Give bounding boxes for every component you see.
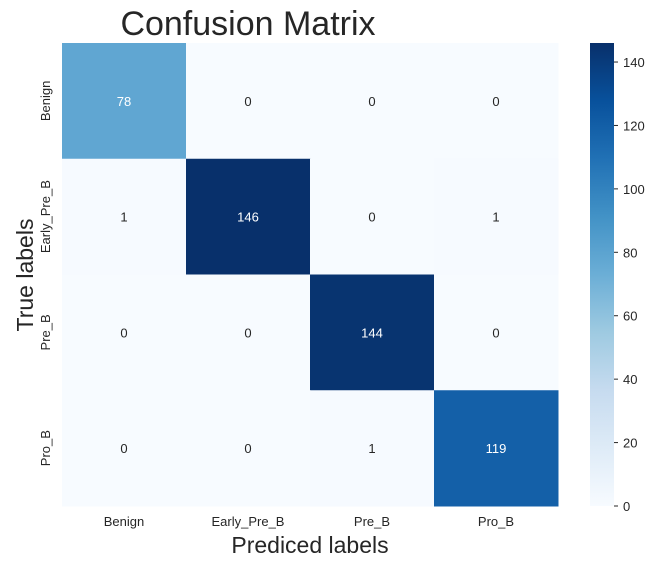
- cell-value-r3-c0: 0: [120, 441, 127, 456]
- heatmap-cell-r0-c1: [186, 43, 311, 160]
- cell-value-r0-c3: 0: [492, 94, 499, 109]
- heatmap-cell-r1-c1: [186, 158, 311, 275]
- heatmap-cell-labels: 78 0 0 0 1 146 0 1 0 0 144 0 0 0 1 119: [117, 94, 507, 456]
- y-tick-label-1: Early_Pre_B: [38, 180, 53, 253]
- heatmap-cell-r3-c0: [62, 390, 187, 507]
- cell-value-r0-c2: 0: [368, 94, 375, 109]
- cell-value-r1-c0: 1: [120, 210, 127, 225]
- heatmap-cell-r3-c2: [310, 390, 435, 507]
- x-tick-labels: Benign Early_Pre_B Pre_B Pro_B: [104, 514, 514, 529]
- cell-value-r3-c1: 0: [244, 441, 251, 456]
- x-tick-label-3: Pro_B: [478, 514, 514, 529]
- heatmap-cell-r0-c0: [62, 43, 187, 160]
- cell-value-r2-c0: 0: [120, 325, 127, 340]
- colorbar: [590, 43, 614, 506]
- x-tick-label-1: Early_Pre_B: [212, 514, 285, 529]
- cell-value-r3-c2: 1: [368, 441, 375, 456]
- heatmap-cells: [62, 43, 559, 507]
- y-tick-label-2: Pre_B: [38, 314, 53, 350]
- heatmap-cell-r2-c0: [62, 274, 187, 391]
- x-tick-label-2: Pre_B: [354, 514, 390, 529]
- colorbar-ticks: 0 20 40 60 80 100 120 140: [614, 55, 645, 514]
- y-tick-label-3: Pro_B: [38, 430, 53, 466]
- colorbar-tick-label-7: 140: [623, 55, 645, 70]
- heatmap-cell-r2-c1: [186, 274, 311, 391]
- cell-value-r3-c3: 119: [486, 441, 507, 456]
- x-axis-label: Prediced labels: [231, 532, 388, 558]
- heatmap-cell-r2-c3: [434, 274, 559, 391]
- cell-value-r2-c3: 0: [492, 325, 499, 340]
- cell-value-r1-c1: 146: [237, 210, 259, 225]
- x-tick-label-0: Benign: [104, 514, 144, 529]
- heatmap-cell-r3-c1: [186, 390, 311, 507]
- colorbar-tick-label-5: 100: [623, 182, 645, 197]
- colorbar-tick-label-1: 20: [623, 436, 637, 451]
- heatmap-cell-r0-c2: [310, 43, 435, 160]
- y-axis-label: True labels: [12, 219, 38, 332]
- colorbar-tick-label-0: 0: [623, 499, 630, 514]
- cell-value-r1-c3: 1: [492, 210, 499, 225]
- cell-value-r1-c2: 0: [368, 210, 375, 225]
- heatmap-cell-r1-c3: [434, 158, 559, 275]
- cell-value-r0-c1: 0: [244, 94, 251, 109]
- cell-value-r2-c1: 0: [244, 325, 251, 340]
- chart-title: Confusion Matrix: [120, 5, 375, 43]
- heatmap-cell-r0-c3: [434, 43, 559, 160]
- heatmap-cell-r1-c2: [310, 158, 435, 275]
- colorbar-tick-label-4: 80: [623, 245, 637, 260]
- heatmap-cell-r2-c2: [310, 274, 435, 391]
- y-tick-labels: Benign Early_Pre_B Pre_B Pro_B: [38, 81, 53, 467]
- cell-value-r2-c2: 144: [361, 325, 383, 340]
- colorbar-tick-label-3: 60: [623, 309, 637, 324]
- colorbar-tick-label-2: 40: [623, 372, 637, 387]
- heatmap-cell-r3-c3: [434, 390, 559, 507]
- heatmap-cell-r1-c0: [62, 158, 187, 275]
- cell-value-r0-c0: 78: [117, 94, 131, 109]
- y-tick-label-0: Benign: [38, 81, 53, 121]
- colorbar-tick-label-6: 120: [623, 118, 645, 133]
